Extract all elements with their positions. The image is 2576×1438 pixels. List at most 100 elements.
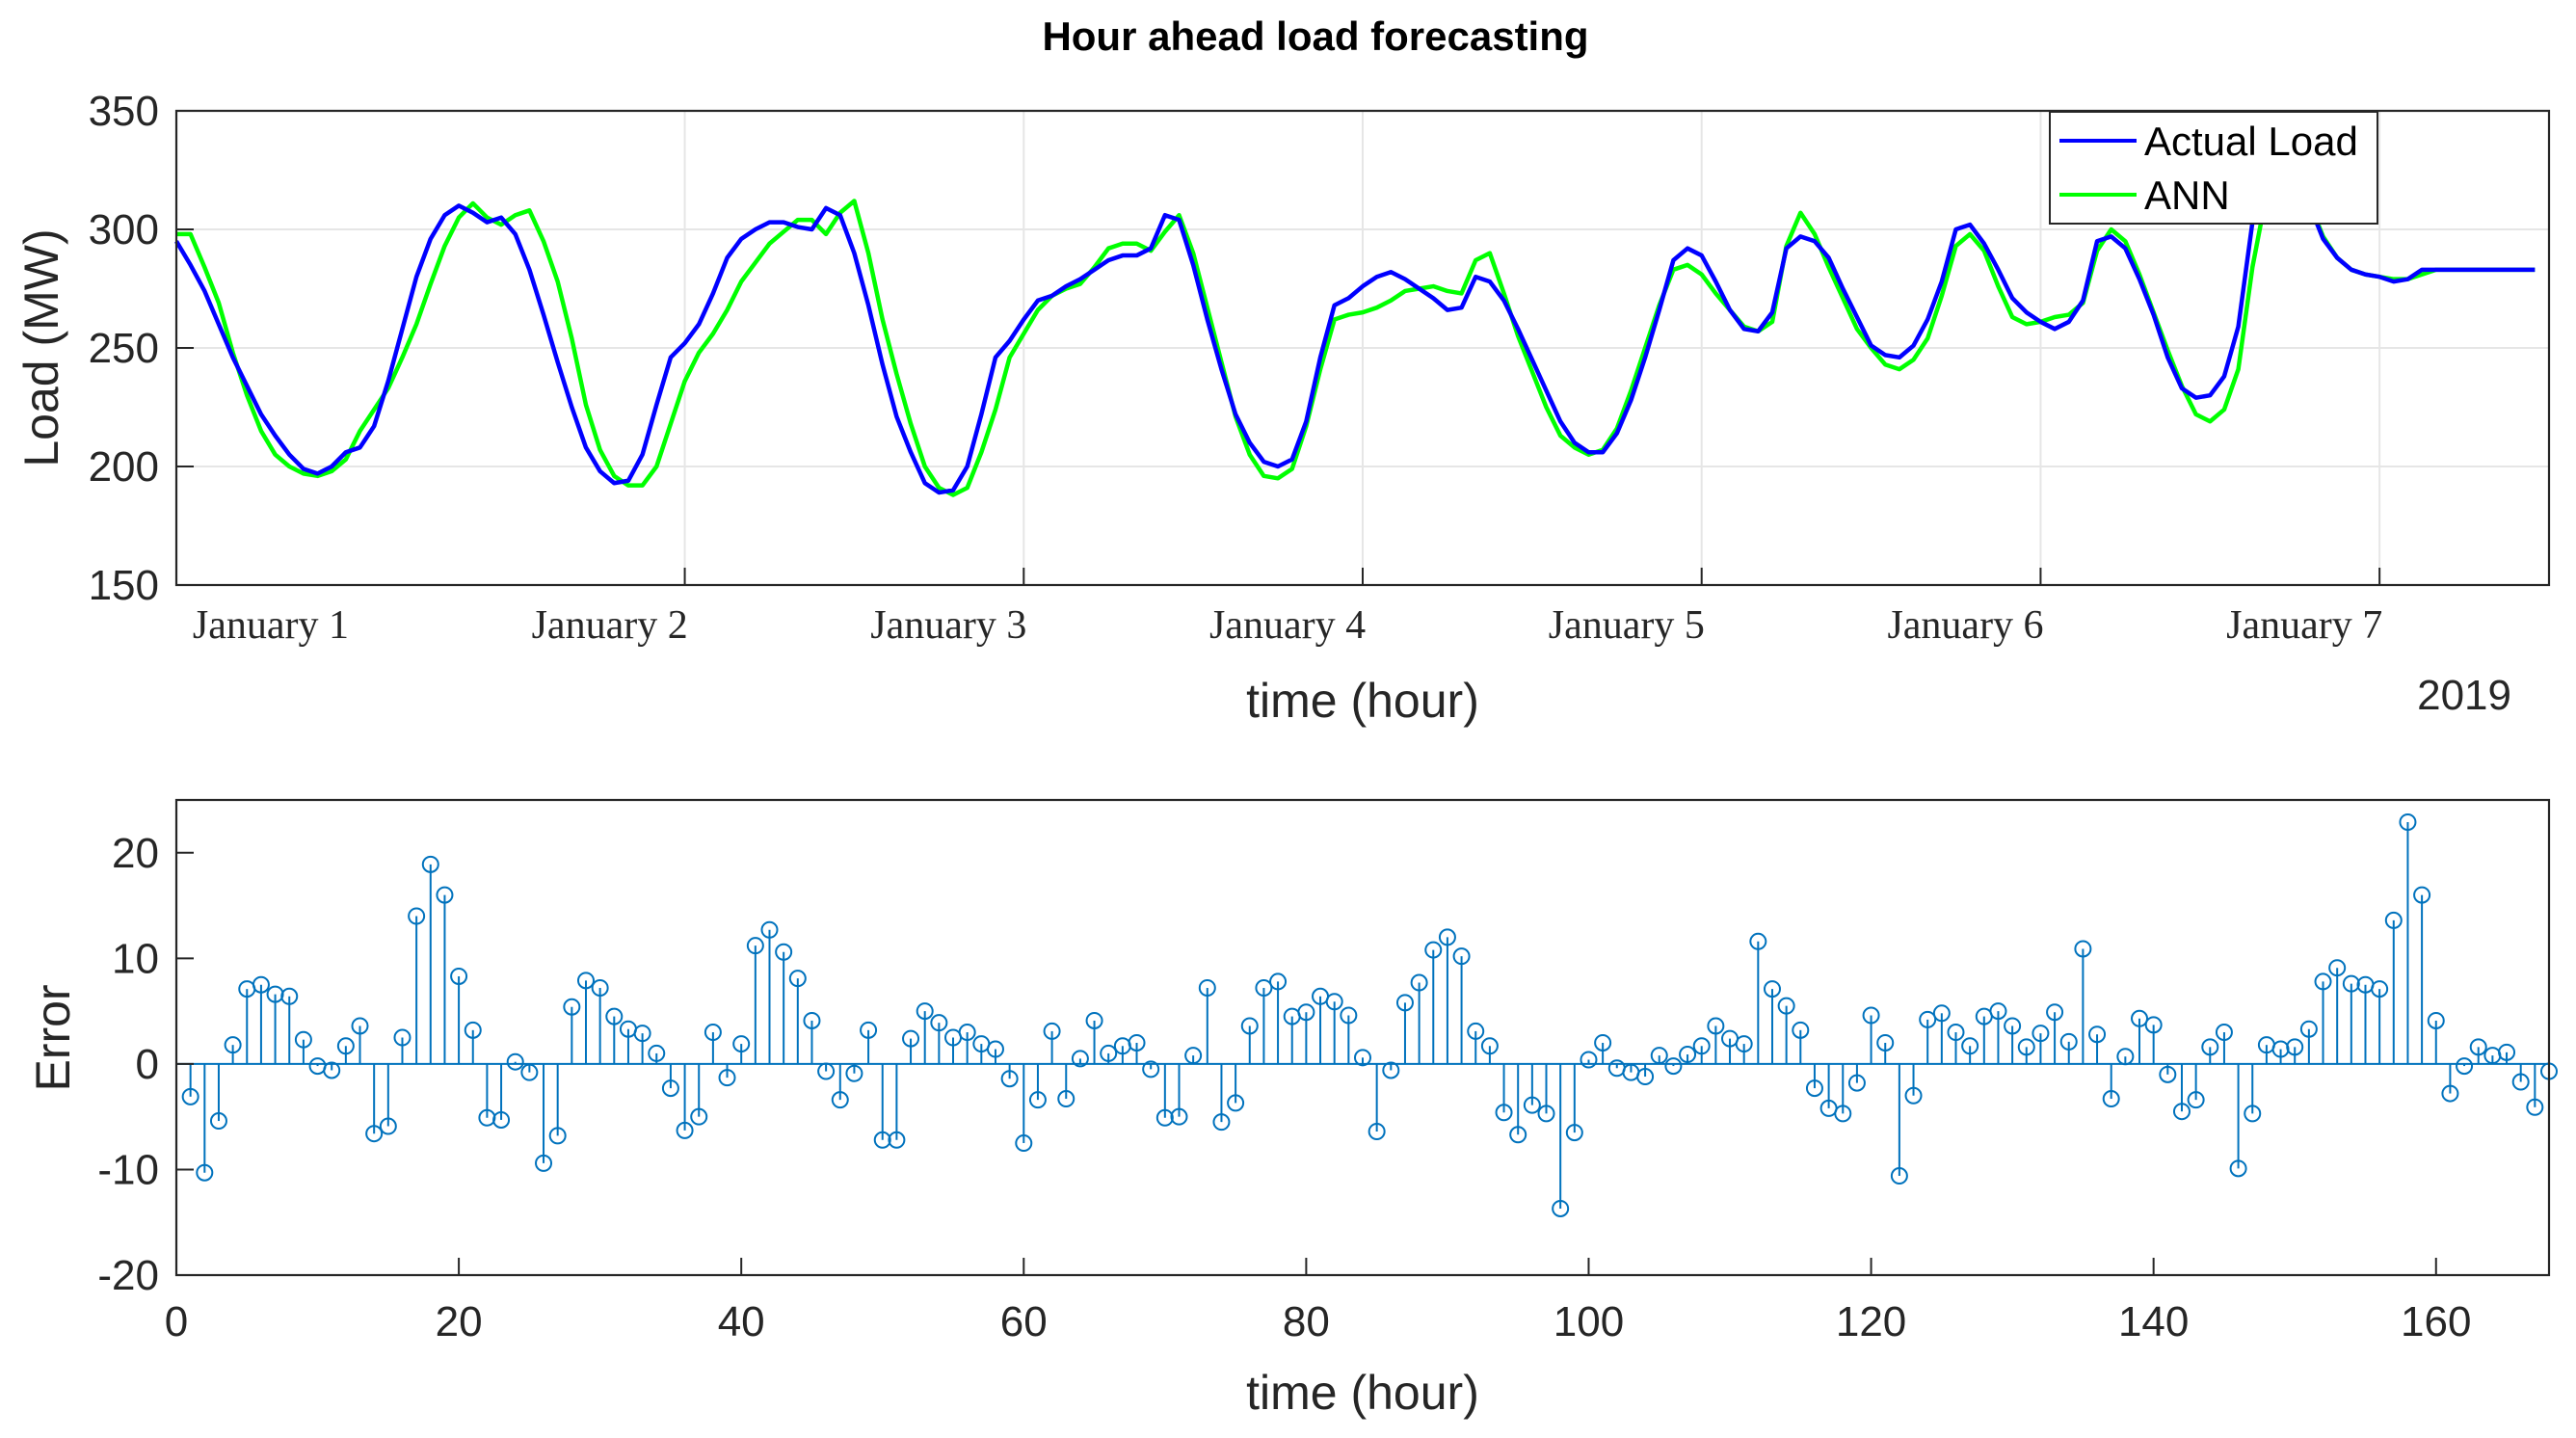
error-marker (408, 907, 426, 925)
error-marker (294, 1030, 312, 1049)
error-marker (1269, 972, 1288, 991)
error-marker (1989, 1002, 2007, 1021)
legend: Actual Load ANN (2049, 111, 2378, 225)
year-label: 2019 (2417, 672, 2511, 719)
error-marker (2413, 886, 2431, 904)
error-marker (1227, 1094, 1245, 1112)
error-x-tick-label: 0 (165, 1298, 188, 1345)
error-marker (1395, 994, 1414, 1012)
error-marker (351, 1017, 369, 1035)
load-y-ticks: 150 200 250 300 350 (89, 88, 194, 609)
error-marker (2399, 813, 2417, 832)
error-marker (436, 886, 454, 904)
error-marker (1509, 1126, 1527, 1144)
error-marker (1100, 1044, 1118, 1062)
load-y-tick-label: 200 (89, 443, 159, 491)
error-marker (2059, 1032, 2078, 1051)
error-x-tick-label: 40 (718, 1298, 765, 1345)
error-marker (1015, 1134, 1033, 1153)
error-marker (2314, 972, 2332, 991)
error-marker (888, 1131, 906, 1149)
error-marker (860, 1021, 878, 1039)
error-marker (1847, 1074, 1866, 1092)
error-marker (831, 1091, 849, 1109)
error-marker (2102, 1090, 2120, 1108)
load-x-ticks: January 1 January 2 January 3 January 4 Janu… (193, 568, 2382, 648)
error-marker (2172, 1103, 2191, 1121)
error-marker (181, 1087, 199, 1105)
legend-box (2049, 111, 2378, 225)
error-x-tick-label: 140 (2118, 1298, 2189, 1345)
error-marker (2187, 1091, 2205, 1109)
error-marker (1565, 1124, 1583, 1142)
error-x-ticks: 0 20 40 60 80 100 120 140 160 (165, 1258, 2471, 1345)
error-marker (2088, 1025, 2107, 1044)
error-marker (1028, 1091, 1047, 1109)
error-marker (1000, 1070, 1019, 1088)
error-marker (845, 1064, 863, 1082)
error-marker (1876, 1033, 1895, 1052)
error-marker (788, 970, 807, 988)
error-marker (548, 1127, 567, 1145)
error-marker (224, 1036, 242, 1054)
error-marker (1340, 1006, 1358, 1025)
legend-label-ann: ANN (2144, 173, 2230, 218)
error-marker (1919, 1010, 1937, 1028)
error-marker (1240, 1017, 1259, 1035)
error-marker (1071, 1050, 1089, 1068)
error-marker (2017, 1038, 2035, 1056)
error-marker (1452, 947, 1471, 966)
error-marker (1424, 941, 1443, 959)
error-marker (2286, 1038, 2304, 1056)
error-marker (1707, 1017, 1725, 1035)
error-marker (478, 1108, 496, 1127)
error-marker (2215, 1024, 2233, 1042)
error-marker (873, 1131, 891, 1149)
error-x-tick-label: 160 (2401, 1298, 2471, 1345)
error-marker (1170, 1107, 1188, 1126)
error-marker (648, 1044, 666, 1062)
error-marker (732, 1035, 751, 1053)
error-marker (196, 1163, 214, 1182)
error-x-tick-label: 80 (1283, 1298, 1330, 1345)
error-marker (2271, 1040, 2290, 1058)
error-stems (181, 813, 2558, 1217)
legend-label-actual-load: Actual Load (2144, 119, 2358, 164)
error-plot-area (176, 800, 2549, 1275)
error-marker (2441, 1084, 2459, 1103)
error-marker (930, 1014, 948, 1032)
error-marker (1792, 1021, 1810, 1039)
error-marker (2511, 1073, 2530, 1091)
error-marker (2074, 940, 2092, 958)
error-y-tick-label: -10 (97, 1146, 159, 1193)
error-marker (1580, 1051, 1598, 1069)
error-marker (1735, 1035, 1753, 1053)
error-marker (450, 967, 468, 985)
error-marker (2116, 1048, 2135, 1066)
load-y-tick-label: 350 (89, 88, 159, 135)
error-y-ticks: -20 -10 0 10 20 (97, 830, 194, 1299)
error-marker (1155, 1108, 1174, 1127)
error-marker (1594, 1033, 1612, 1052)
error-marker (280, 987, 299, 1005)
error-marker (323, 1061, 341, 1079)
error-marker (661, 1079, 679, 1098)
error-marker (1368, 1123, 1386, 1141)
error-marker (2469, 1038, 2487, 1056)
load-y-tick-label: 300 (89, 206, 159, 253)
error-marker (2046, 1003, 2064, 1022)
error-marker (1043, 1022, 1061, 1040)
error-marker (916, 1002, 934, 1021)
error-marker (421, 855, 439, 873)
error-marker (1805, 1079, 1823, 1098)
error-y-tick-label: 0 (136, 1041, 159, 1088)
error-marker (266, 985, 284, 1003)
error-marker (2159, 1065, 2177, 1083)
load-x-tick-label: January 3 (870, 603, 1026, 648)
error-x-tick-label: 120 (1836, 1298, 1906, 1345)
error-marker (1862, 1006, 1880, 1025)
error-marker (1552, 1199, 1570, 1217)
error-marker (1834, 1105, 1852, 1123)
error-marker (1537, 1105, 1555, 1123)
